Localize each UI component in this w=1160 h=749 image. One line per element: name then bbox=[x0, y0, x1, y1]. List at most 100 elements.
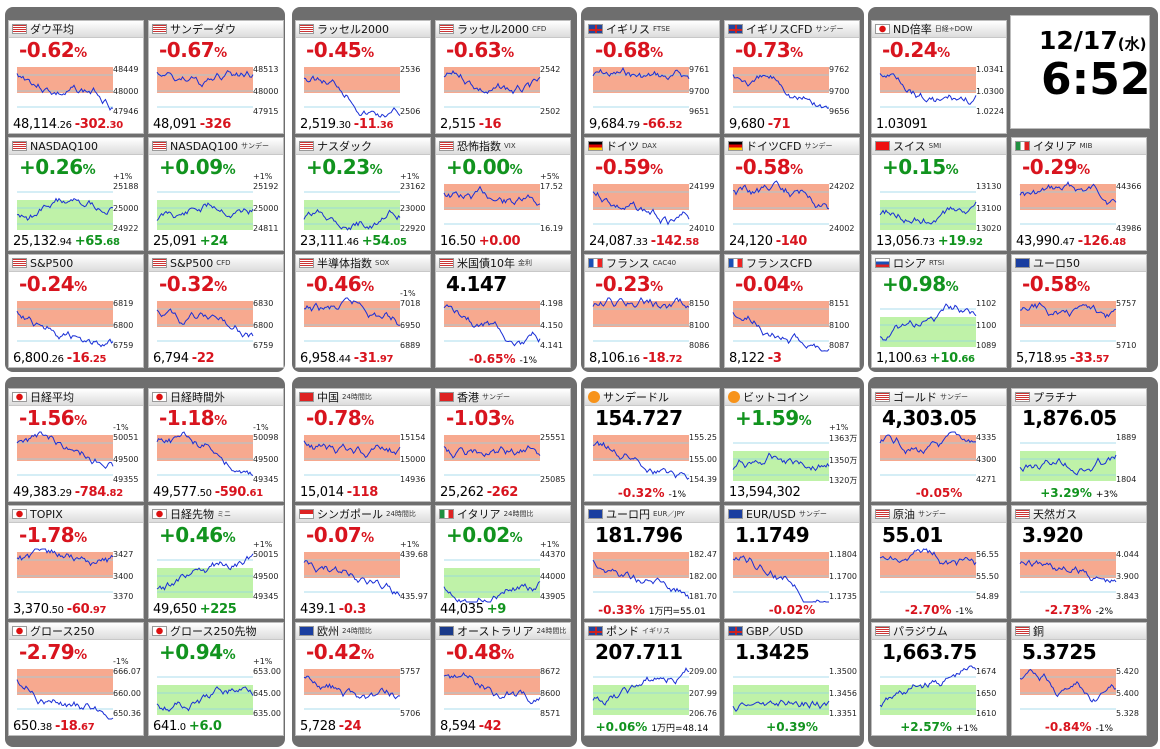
change-footer: -0.33% 1万円=55.01 bbox=[585, 603, 719, 617]
market-tile[interactable]: グロース250 -2.79% 666.07 660.00 650.36 -1% 650.38… bbox=[8, 622, 144, 736]
low-label: 1610 bbox=[976, 709, 997, 718]
market-tile[interactable]: ラッセル2000 CFD -0.63% 2542 2502 2,515 -16 bbox=[435, 20, 571, 134]
market-tile[interactable]: 半導体指数 SOX -0.46% 7018 6950 6889 -1% 6,958.44 -31… bbox=[295, 254, 431, 368]
tile-name: グロース250 bbox=[30, 625, 95, 638]
market-tile[interactable]: スイス SMI +0.15% 13130 13100 13020 13,056.73 +19.… bbox=[871, 137, 1007, 251]
market-tile[interactable]: S&P500 CFD -0.32% 6830 6800 6759 6,794 -22 bbox=[148, 254, 284, 368]
last-price-decimals: .0 bbox=[176, 722, 186, 733]
market-tile[interactable]: ナスダック +0.23% 23162 23000 22920 +1% 23,111.46 +5… bbox=[295, 137, 431, 251]
high-label: 44370 bbox=[540, 550, 566, 559]
market-tile[interactable]: 日経時間外 -1.18% 50098 49500 49345 -1% 49,577.50 -5… bbox=[148, 388, 284, 502]
market-tile[interactable]: EUR/USD サンデー 1.1749 1.1804 1.1700 1.1735 -0.02… bbox=[724, 505, 860, 619]
market-tile[interactable]: イギリス FTSE -0.68% 9761 9700 9651 9,684.79 -66.52 bbox=[584, 20, 720, 134]
market-tile[interactable]: ポンド イギリス 207.711 209.00 207.99 206.76 +0.06% 1万… bbox=[584, 622, 720, 736]
market-tile[interactable]: 欧州 24時間比 -0.42% 5757 5706 5,728 -24 bbox=[295, 622, 431, 736]
change-value: +10.66 bbox=[929, 351, 975, 366]
market-tile[interactable]: イタリア MIB -0.29% 44366 43986 43,990.47 -126.48 bbox=[1011, 137, 1147, 251]
market-tile[interactable]: 米国債10年 金利 4.147 4.198 4.150 4.141 -0.65% -1% bbox=[435, 254, 571, 368]
market-tile[interactable]: 日経平均 -1.56% 50051 49500 49355 -1% 49,383.29 -78… bbox=[8, 388, 144, 502]
market-tile[interactable]: ドイツ DAX -0.59% 24199 24010 24,087.33 -142.58 bbox=[584, 137, 720, 251]
market-tile[interactable]: ビットコイン +1.59% 1363万 1350万 1320万 +1% 13,594,302 bbox=[724, 388, 860, 502]
market-tile[interactable]: イタリア 24時間比 +0.02% 44370 44000 43905 +1% 44,035 +… bbox=[435, 505, 571, 619]
market-tile[interactable]: サンデードル 154.727 155.25 155.00 154.39 -0.32% -1% bbox=[584, 388, 720, 502]
market-tile[interactable]: ロシア RTSI +0.98% 1102 1100 1089 1,100.63 +10.66 bbox=[871, 254, 1007, 368]
market-tile[interactable]: NASDAQ100 サンデー +0.09% 25192 25000 24811 +1% 25,… bbox=[148, 137, 284, 251]
tile-name: イタリア bbox=[1033, 140, 1077, 153]
market-tile[interactable]: シンガポール 24時間比 -0.07% 439.68 435.97 +1% 439.1 -0.… bbox=[295, 505, 431, 619]
tile-subname: サンデー bbox=[798, 510, 827, 518]
market-tile[interactable]: フランスCFD -0.04% 8151 8100 8087 8,122 -3 bbox=[724, 254, 860, 368]
mini-chart bbox=[1019, 301, 1117, 342]
market-tile[interactable]: プラチナ 1,876.05 1889 1804 +3.29% +3% bbox=[1011, 388, 1147, 502]
market-tile[interactable]: 恐怖指数 VIX +0.00% 17.52 16.19 +5% 16.50 +0.00 bbox=[435, 137, 571, 251]
clock-date: 12/17(水) bbox=[1039, 26, 1147, 55]
market-tile[interactable]: ダウ平均 -0.62% 48449 48000 47946 48,114.26 -302.3… bbox=[8, 20, 144, 134]
eu-flag-icon bbox=[588, 509, 603, 519]
market-tile[interactable]: 香港 サンデー -1.03% 25551 25085 25,262 -262 bbox=[435, 388, 571, 502]
change-value: +225 bbox=[199, 602, 237, 617]
tile-name: 原油 bbox=[893, 508, 915, 521]
high-label: 439.68 bbox=[400, 550, 428, 559]
market-tile[interactable]: ユーロ50 -0.58% 5757 5710 5,718.95 -33.57 bbox=[1011, 254, 1147, 368]
market-tile[interactable]: GBP／USD 1.3425 1.3500 1.3456 1.3351 +0.39% bbox=[724, 622, 860, 736]
market-tile[interactable]: 銅 5.3725 5.420 5.400 5.328 -0.84% -1% bbox=[1011, 622, 1147, 736]
market-tile[interactable]: 中国 24時間比 -0.78% 15154 15000 14936 15,014 -118 bbox=[295, 388, 431, 502]
us-flag-icon bbox=[12, 258, 27, 268]
high-label: 155.25 bbox=[689, 433, 717, 442]
change-value: +65.68 bbox=[74, 234, 120, 249]
change-value: +24 bbox=[199, 234, 228, 249]
market-tile[interactable]: パラジウム 1,663.75 1674 1650 1610 +2.57% +1% bbox=[871, 622, 1007, 736]
tile-subname: 金利 bbox=[518, 259, 532, 267]
price-line bbox=[592, 559, 690, 599]
price-line bbox=[156, 686, 254, 712]
market-tile[interactable]: NASDAQ100 +0.26% 25188 25000 24922 +1% 25,132.… bbox=[8, 137, 144, 251]
tile-name: パラジウム bbox=[893, 625, 948, 638]
market-tile[interactable]: ラッセル2000 -0.45% 2536 2506 2,519.30 -11.36 bbox=[295, 20, 431, 134]
percent-sign: % bbox=[509, 531, 523, 546]
mid-label: 4.150 bbox=[540, 321, 563, 330]
market-tile[interactable]: ドイツCFD サンデー -0.58% 24202 24002 24,120 -140 bbox=[724, 137, 860, 251]
low-label: 6759 bbox=[253, 341, 274, 350]
market-tile[interactable]: TOPIX -1.78% 3427 3400 3370 3,370.50 -60.97 bbox=[8, 505, 144, 619]
chart-area bbox=[1020, 552, 1116, 578]
change-percent: -1.18% bbox=[159, 406, 227, 430]
last-price: 3,370 bbox=[13, 602, 49, 617]
market-tile[interactable]: ユーロ円 EUR／JPY 181.796 182.47 182.00 181.70 -0.3… bbox=[584, 505, 720, 619]
market-tile[interactable]: S&P500 -0.24% 6819 6800 6759 6,800.26 -16.25 bbox=[8, 254, 144, 368]
market-tile[interactable]: ゴールド サンデー 4,303.05 4335 4300 4271 -0.05% bbox=[871, 388, 1007, 502]
clock-time: 6:52 bbox=[1041, 54, 1151, 105]
mini-chart bbox=[732, 676, 830, 715]
change-percent: +0.23% bbox=[306, 155, 383, 179]
mini-chart bbox=[732, 442, 830, 481]
market-tile[interactable]: 日経先物 ミニ +0.46% 50015 49500 49345 +1% 49,650 +225 bbox=[148, 505, 284, 619]
high-label: 25192 bbox=[253, 182, 279, 191]
high-label: 4.044 bbox=[1116, 550, 1139, 559]
us-flag-icon bbox=[875, 392, 890, 402]
market-tile[interactable]: オーストラリア 24時間比 -0.48% 8672 8600 8571 8,594 -42 bbox=[435, 622, 571, 736]
market-tile[interactable]: イギリスCFD サンデー -0.73% 9762 9700 9656 9,680 -71 bbox=[724, 20, 860, 134]
tile-header: ユーロ円 EUR／JPY bbox=[585, 506, 719, 523]
change-value: -16 bbox=[478, 117, 502, 132]
value-footer: 6,958.44 -31.97 bbox=[300, 351, 393, 366]
high-label: 8150 bbox=[689, 299, 710, 308]
percent-sign: % bbox=[214, 46, 227, 61]
low-label: 54.89 bbox=[976, 592, 999, 601]
mid-label: 3.900 bbox=[1116, 572, 1139, 581]
chart-area bbox=[304, 301, 400, 327]
low-label: 13020 bbox=[976, 224, 1002, 233]
tile-subname: CFD bbox=[216, 259, 231, 267]
market-tile[interactable]: フランス CAC40 -0.23% 8150 8100 8086 8,106.16 -18.7… bbox=[584, 254, 720, 368]
market-tile[interactable]: 天然ガス 3.920 4.044 3.900 3.843 -2.73% -2% bbox=[1011, 505, 1147, 619]
high-label: 25188 bbox=[113, 182, 139, 191]
market-tile[interactable]: 原油 サンデー 55.01 56.55 55.50 54.89 -2.70% -1% bbox=[871, 505, 1007, 619]
market-tile[interactable]: サンデーダウ -0.67% 48513 48000 47915 48,091 -326 bbox=[148, 20, 284, 134]
tile-header: グロース250先物 bbox=[149, 623, 283, 640]
market-tile[interactable]: ND倍率 日経÷DOW -0.24% 1.0341 1.0300 1.0224 1.0309… bbox=[871, 20, 1007, 134]
last-price: 25,132 bbox=[13, 234, 57, 249]
low-label: 8086 bbox=[689, 341, 710, 350]
chart-area bbox=[444, 435, 540, 461]
range-note: -1% bbox=[113, 657, 129, 666]
price-line bbox=[879, 303, 977, 341]
market-tile[interactable]: グロース250先物 +0.94% 653.00 645.00 635.00 +1% 641.… bbox=[148, 622, 284, 736]
cn-flag-icon bbox=[299, 392, 314, 402]
